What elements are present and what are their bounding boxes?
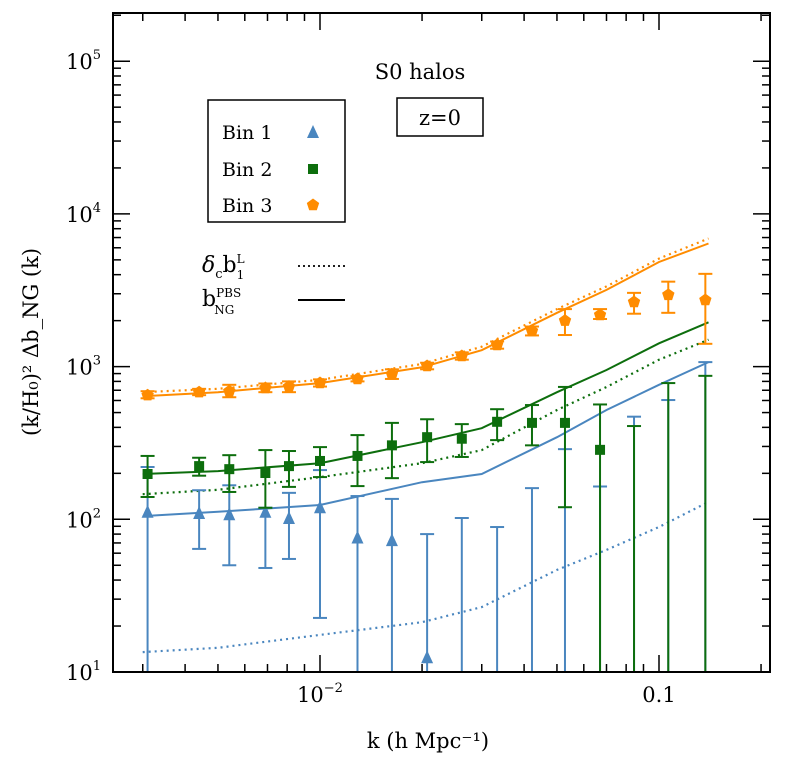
- data-point-triangle: [314, 500, 326, 514]
- data-point-square: [260, 468, 271, 479]
- data-point-pentagon: [558, 314, 572, 326]
- data-point-square: [315, 455, 325, 466]
- model-curve-bin1-solid: [142, 361, 709, 518]
- legend-marker-triangle: [307, 125, 319, 138]
- legend-box: [207, 99, 346, 223]
- legend-marker-pentagon: [306, 198, 320, 211]
- x-tick-label: 0.1: [642, 683, 675, 707]
- y-tick-label: 105: [66, 48, 101, 74]
- data-point-pentagon: [282, 380, 296, 392]
- legend-bins: Bin 1 Bin 2 Bin 3: [207, 99, 346, 223]
- y-tick-label: 101: [66, 659, 101, 685]
- y-tick-label: 102: [66, 506, 101, 532]
- legend-pbs-label: bPBS NG: [202, 286, 241, 317]
- tick-labels: 101 102 103 104 105 10−2 0.1: [66, 48, 676, 707]
- data-point-pentagon: [627, 295, 641, 308]
- data-point-square: [352, 450, 363, 461]
- data-point-pentagon: [490, 338, 504, 351]
- data-point-triangle: [141, 504, 154, 518]
- data-point-square: [283, 461, 294, 472]
- data-point-pentagon: [699, 293, 712, 306]
- model-curve-bin3-solid: [142, 242, 709, 398]
- legend-models: δcbL 1 bPBS NG: [202, 252, 345, 317]
- data-point-square: [194, 461, 205, 472]
- redshift-label: z=0: [419, 106, 461, 130]
- data-point-pentagon: [525, 324, 539, 337]
- data-point-pentagon: [259, 381, 272, 394]
- data-point-square: [492, 416, 503, 427]
- data-point-pentagon: [313, 376, 327, 389]
- data-point-triangle: [259, 504, 272, 518]
- data-point-triangle: [421, 650, 434, 664]
- legend-linear-bias-label: δcbL 1: [202, 252, 245, 282]
- data-point-square: [386, 440, 397, 451]
- plot-frame: [112, 12, 771, 673]
- y-tick-label: 103: [66, 354, 101, 380]
- model-curve-bin2-dotted: [142, 338, 709, 496]
- data-point-triangle: [385, 533, 398, 547]
- data-point-pentagon: [141, 388, 154, 401]
- data-point-square: [422, 432, 433, 443]
- data-point-triangle: [223, 507, 236, 521]
- legend-marker-square: [308, 164, 318, 174]
- data-point-pentagon: [455, 349, 468, 362]
- x-axis-label: k (h Mpc⁻¹): [367, 729, 489, 753]
- legend-label-bin1: Bin 1: [222, 122, 272, 144]
- redshift-box: [396, 97, 484, 137]
- data-point-pentagon: [662, 288, 675, 301]
- legend-label-bin2: Bin 2: [222, 159, 272, 181]
- data-point-square: [456, 433, 467, 444]
- data-points: [140, 272, 713, 672]
- axis-ticks: [113, 13, 770, 673]
- data-point-pentagon: [192, 385, 206, 398]
- data-point-pentagon: [351, 372, 364, 385]
- legend-label-bin3: Bin 3: [222, 195, 272, 217]
- y-tick-label: 104: [66, 201, 101, 227]
- model-curve-bin2-solid: [142, 321, 709, 475]
- data-point-square: [526, 417, 537, 428]
- data-point-square: [142, 468, 153, 479]
- data-point-triangle: [282, 510, 295, 524]
- data-point-square: [559, 417, 570, 428]
- data-point-triangle: [351, 530, 364, 544]
- data-point-pentagon: [593, 308, 607, 321]
- data-point-triangle: [193, 505, 206, 519]
- data-point-square: [595, 444, 606, 455]
- x-tick-label: 10−2: [297, 681, 343, 707]
- y-axis-label: (k/H₀)² Δb_NG (k): [19, 248, 43, 436]
- data-point-pentagon: [223, 384, 236, 397]
- model-curves: [142, 237, 709, 654]
- data-point-pentagon: [385, 367, 399, 380]
- data-point-square: [224, 464, 235, 475]
- model-curve-bin3-dotted: [142, 237, 709, 394]
- chart-title: S0 halos: [375, 60, 466, 84]
- data-point-pentagon: [420, 359, 434, 372]
- model-curve-bin1-dotted: [142, 500, 709, 654]
